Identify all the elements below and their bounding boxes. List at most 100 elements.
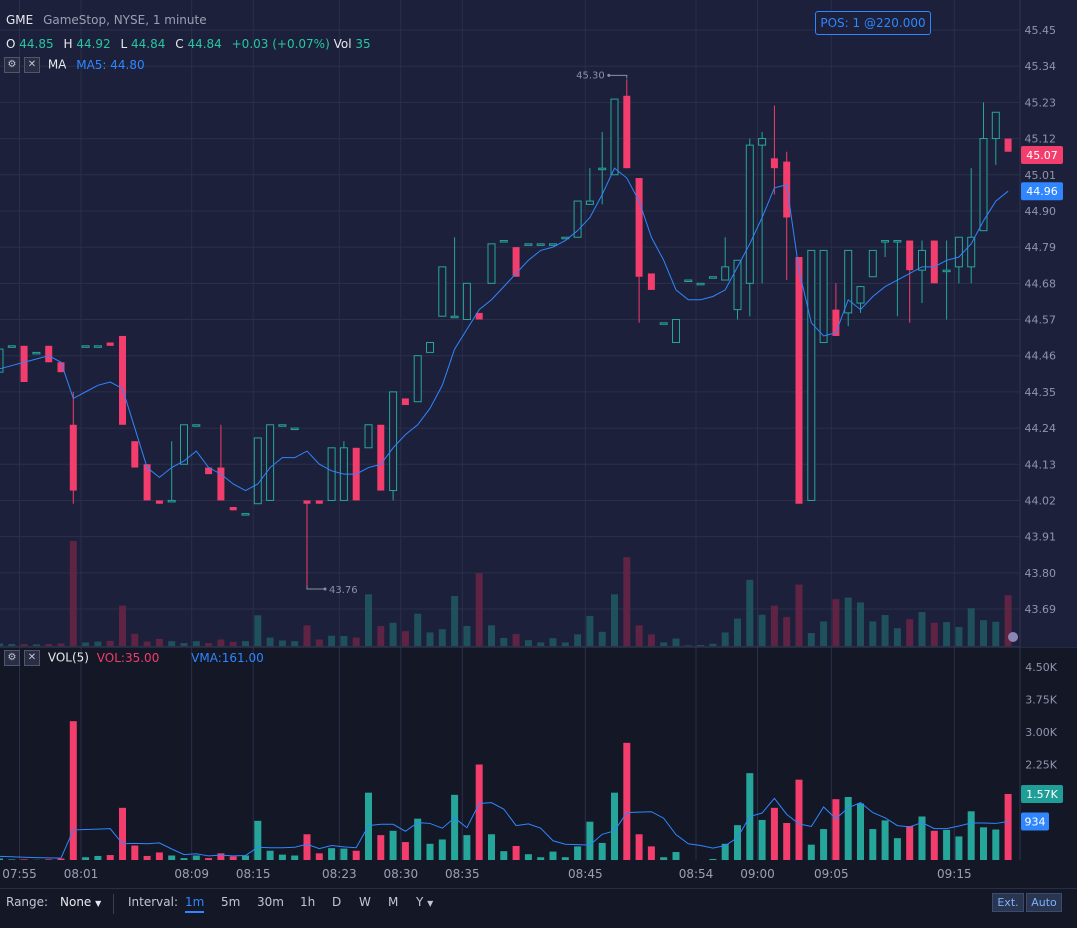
volume-bar[interactable] — [992, 830, 999, 861]
position-badge[interactable]: POS: 1 @220.000 — [815, 11, 931, 35]
scroll-handle[interactable] — [1008, 632, 1018, 642]
candle-body[interactable] — [45, 346, 52, 362]
volume-bar[interactable] — [562, 857, 569, 860]
volume-bar[interactable] — [21, 859, 28, 860]
volume-bar[interactable] — [955, 836, 962, 860]
candle-body[interactable] — [599, 168, 606, 170]
volume-bar[interactable] — [759, 820, 766, 860]
volume-bar[interactable] — [119, 808, 126, 860]
interval-m[interactable]: M — [388, 895, 398, 909]
candle-body[interactable] — [623, 96, 630, 168]
candle-body[interactable] — [869, 250, 876, 276]
candle-body[interactable] — [291, 428, 298, 430]
volume-bar[interactable] — [943, 830, 950, 860]
volume-bar[interactable] — [513, 846, 520, 860]
candle-body[interactable] — [1005, 139, 1012, 152]
candle-body[interactable] — [673, 320, 680, 343]
volume-bar[interactable] — [82, 857, 89, 860]
candle-body[interactable] — [771, 158, 778, 168]
candle-body[interactable] — [783, 162, 790, 218]
volume-bar[interactable] — [968, 811, 975, 860]
candle-body[interactable] — [660, 323, 667, 325]
candle-body[interactable] — [21, 346, 28, 382]
candle-body[interactable] — [267, 425, 274, 501]
candle-body[interactable] — [537, 244, 544, 246]
volume-bar[interactable] — [353, 851, 360, 860]
volume-bar[interactable] — [906, 826, 913, 860]
volume-bar[interactable] — [586, 822, 593, 860]
volume-bar[interactable] — [279, 855, 286, 860]
volume-bar[interactable] — [291, 856, 298, 861]
candle-body[interactable] — [131, 441, 138, 467]
volume-bar[interactable] — [107, 855, 114, 860]
volume-bar[interactable] — [980, 827, 987, 860]
candle-body[interactable] — [119, 336, 126, 425]
candle-body[interactable] — [82, 346, 89, 348]
volume-bar[interactable] — [58, 859, 65, 860]
volume-bar[interactable] — [451, 795, 458, 860]
volume-bar[interactable] — [660, 857, 667, 860]
candle-body[interactable] — [697, 283, 704, 285]
settings-icon[interactable]: ⚙ — [4, 57, 20, 73]
candle-body[interactable] — [279, 425, 286, 427]
candle-body[interactable] — [746, 145, 753, 283]
volume-bar[interactable] — [0, 859, 3, 860]
candle-body[interactable] — [611, 99, 618, 175]
candle-body[interactable] — [193, 425, 200, 427]
candle-body[interactable] — [931, 241, 938, 284]
interval-y[interactable]: Y ▼ — [416, 895, 433, 909]
candle-body[interactable] — [94, 346, 101, 348]
interval-d[interactable]: D — [332, 895, 341, 909]
volume-bar[interactable] — [500, 851, 507, 860]
volume-bar[interactable] — [402, 842, 409, 860]
volume-bar[interactable] — [390, 831, 397, 860]
candle-body[interactable] — [328, 448, 335, 501]
volume-bar[interactable] — [832, 799, 839, 860]
candle-body[interactable] — [759, 139, 766, 146]
volume-bar[interactable] — [648, 846, 655, 860]
volume-bar[interactable] — [636, 834, 643, 860]
candle-body[interactable] — [390, 392, 397, 491]
volume-bar[interactable] — [857, 804, 864, 861]
candle-body[interactable] — [254, 438, 261, 504]
volume-bar[interactable] — [156, 852, 163, 860]
candle-body[interactable] — [992, 112, 999, 138]
ext-button[interactable]: Ext. — [992, 893, 1024, 912]
candle-body[interactable] — [439, 267, 446, 316]
volume-bar[interactable] — [488, 834, 495, 860]
candle-body[interactable] — [8, 346, 15, 348]
interval-5m[interactable]: 5m — [221, 895, 240, 909]
volume-settings-icon[interactable]: ⚙ — [4, 650, 20, 666]
volume-bar[interactable] — [144, 856, 151, 860]
volume-bar[interactable] — [94, 856, 101, 860]
candle-body[interactable] — [242, 514, 249, 516]
volume-bar[interactable] — [8, 859, 15, 860]
volume-bar[interactable] — [267, 851, 274, 860]
candle-body[interactable] — [107, 343, 114, 346]
candle-body[interactable] — [636, 178, 643, 277]
candle-body[interactable] — [685, 280, 692, 282]
volume-bar[interactable] — [931, 831, 938, 860]
volume-bar[interactable] — [808, 845, 815, 860]
candle-body[interactable] — [709, 277, 716, 279]
candle-body[interactable] — [943, 270, 950, 272]
candle-body[interactable] — [550, 244, 557, 246]
volume-bar[interactable] — [217, 853, 224, 860]
volume-bar[interactable] — [673, 852, 680, 860]
candle-body[interactable] — [722, 267, 729, 280]
candle-body[interactable] — [365, 425, 372, 448]
volume-bar[interactable] — [882, 820, 889, 860]
candle-body[interactable] — [586, 201, 593, 204]
volume-bar[interactable] — [254, 821, 261, 860]
volume-bar[interactable] — [168, 856, 175, 861]
candle-body[interactable] — [156, 500, 163, 503]
candle-body[interactable] — [968, 237, 975, 267]
volume-bar[interactable] — [427, 844, 434, 860]
candle-body[interactable] — [857, 287, 864, 303]
auto-button[interactable]: Auto — [1026, 893, 1062, 912]
volume-bar[interactable] — [476, 765, 483, 861]
candle-body[interactable] — [70, 425, 77, 491]
interval-30m[interactable]: 30m — [257, 895, 284, 909]
interval-w[interactable]: W — [359, 895, 371, 909]
candle-body[interactable] — [230, 507, 237, 510]
